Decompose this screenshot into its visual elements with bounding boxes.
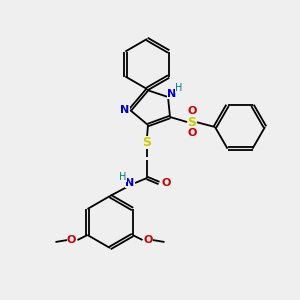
Text: N: N [125, 178, 135, 188]
Text: H: H [175, 83, 183, 93]
Text: S: S [142, 136, 152, 148]
Text: H: H [119, 172, 127, 182]
Text: O: O [187, 128, 197, 138]
Text: O: O [161, 178, 171, 188]
Text: O: O [187, 106, 197, 116]
Text: S: S [188, 116, 196, 128]
Text: O: O [144, 235, 153, 245]
Text: N: N [167, 89, 177, 99]
Text: N: N [120, 105, 130, 115]
Text: O: O [67, 235, 76, 245]
